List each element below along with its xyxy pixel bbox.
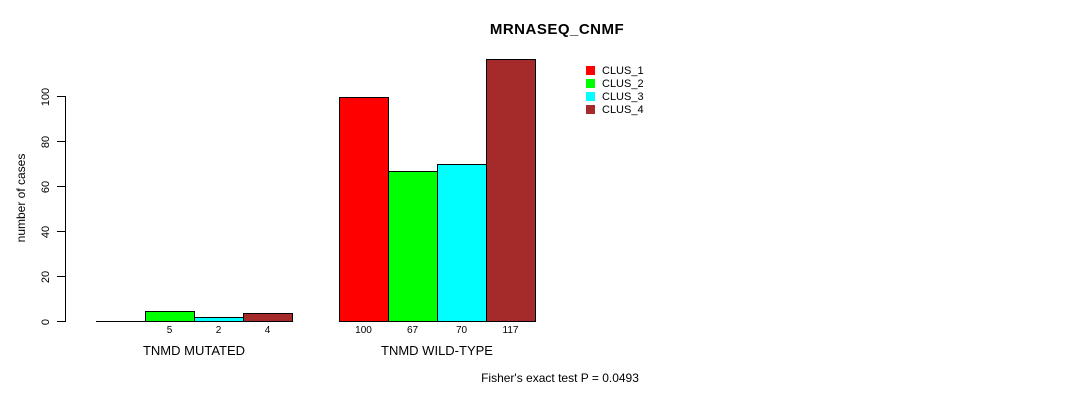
y-tick-label: 60 — [40, 180, 52, 194]
bar — [388, 171, 438, 322]
annotation-text: Fisher's exact test P = 0.0493 — [481, 371, 639, 385]
legend-label: CLUS_4 — [602, 103, 644, 116]
y-tick — [57, 276, 65, 277]
y-tick — [57, 321, 65, 322]
y-tick-label: 40 — [40, 225, 52, 239]
bar — [339, 97, 389, 322]
bar — [194, 317, 244, 322]
legend-swatch — [586, 92, 595, 101]
bar — [243, 313, 293, 322]
bar — [437, 164, 487, 322]
group-label: TNMD WILD-TYPE — [381, 343, 493, 358]
bar — [96, 321, 146, 322]
bar-value-label: 2 — [215, 325, 222, 336]
y-tick — [57, 96, 65, 97]
chart-title: MRNASEQ_CNMF — [489, 21, 625, 38]
legend-item: CLUS_2 — [586, 77, 644, 90]
y-axis-line — [65, 96, 66, 322]
bar-value-label: 5 — [166, 325, 173, 336]
bar-value-label: 4 — [264, 325, 271, 336]
legend-swatch — [586, 66, 595, 75]
legend-label: CLUS_2 — [602, 77, 644, 90]
group-label: TNMD MUTATED — [142, 343, 246, 358]
legend-label: CLUS_1 — [602, 64, 644, 77]
legend-label: CLUS_3 — [602, 90, 644, 103]
legend-item: CLUS_3 — [586, 90, 644, 103]
bar — [486, 59, 536, 322]
y-axis-label: number of cases — [14, 153, 28, 243]
bar-value-label: 70 — [455, 325, 468, 336]
y-tick-label: 80 — [40, 135, 52, 149]
y-tick-label: 0 — [40, 318, 52, 326]
legend-swatch — [586, 79, 595, 88]
y-tick — [57, 141, 65, 142]
legend-item: CLUS_1 — [586, 64, 644, 77]
bar-value-label: 117 — [502, 325, 519, 336]
bar — [145, 311, 195, 322]
y-tick-label: 100 — [40, 87, 52, 107]
bar-value-label: 67 — [406, 325, 419, 336]
legend: CLUS_1 CLUS_2 CLUS_3 CLUS_4 — [586, 64, 644, 116]
bar-value-label: 100 — [355, 325, 372, 336]
legend-item: CLUS_4 — [586, 103, 644, 116]
y-tick-label: 20 — [40, 270, 52, 284]
legend-swatch — [586, 105, 595, 114]
y-tick — [57, 231, 65, 232]
y-tick — [57, 186, 65, 187]
